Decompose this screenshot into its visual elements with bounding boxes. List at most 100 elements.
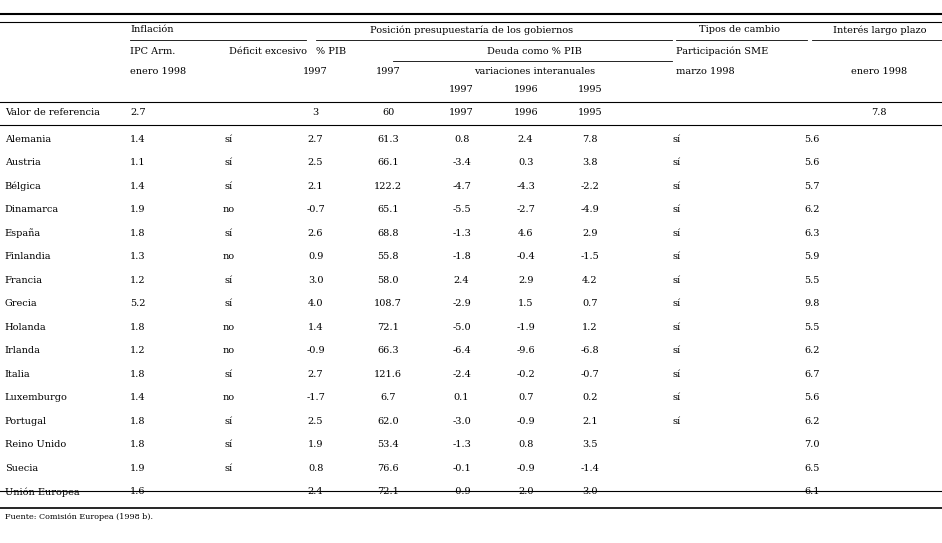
Text: Inflación: Inflación [130, 26, 173, 34]
Text: 53.4: 53.4 [377, 440, 399, 450]
Text: 2.6: 2.6 [308, 229, 323, 238]
Text: 1997: 1997 [303, 67, 328, 76]
Text: sí: sí [673, 346, 680, 355]
Text: Interés largo plazo: Interés largo plazo [833, 25, 926, 35]
Text: sí: sí [673, 417, 680, 426]
Text: 5.9: 5.9 [804, 252, 820, 261]
Text: 4.0: 4.0 [308, 299, 323, 308]
Text: 1.1: 1.1 [130, 158, 146, 167]
Text: sí: sí [673, 252, 680, 261]
Text: 1.4: 1.4 [308, 323, 323, 332]
Text: -0.7: -0.7 [306, 205, 325, 214]
Text: 6.1: 6.1 [804, 488, 820, 496]
Text: marzo 1998: marzo 1998 [676, 67, 735, 76]
Text: no: no [223, 393, 235, 402]
Text: 1.6: 1.6 [130, 488, 145, 496]
Text: 1995: 1995 [577, 108, 602, 117]
Text: sí: sí [225, 417, 233, 426]
Text: 5.2: 5.2 [130, 299, 145, 308]
Text: sí: sí [673, 299, 680, 308]
Text: Irlanda: Irlanda [5, 346, 41, 355]
Text: 2.5: 2.5 [308, 158, 323, 167]
Text: 2.1: 2.1 [582, 417, 597, 426]
Text: 2.7: 2.7 [308, 135, 323, 143]
Text: 2.4: 2.4 [454, 276, 469, 285]
Text: no: no [223, 252, 235, 261]
Text: 5.6: 5.6 [804, 393, 820, 402]
Text: no: no [223, 205, 235, 214]
Text: % PIB: % PIB [316, 47, 346, 56]
Text: -3.0: -3.0 [452, 417, 471, 426]
Text: 1996: 1996 [513, 108, 538, 117]
Text: -4.9: -4.9 [580, 205, 599, 214]
Text: -6.4: -6.4 [452, 346, 471, 355]
Text: IPC Arm.: IPC Arm. [130, 47, 175, 56]
Text: Italia: Italia [5, 370, 30, 379]
Text: no: no [223, 346, 235, 355]
Text: Posición presupuestaría de los gobiernos: Posición presupuestaría de los gobiernos [370, 25, 573, 35]
Text: sí: sí [673, 393, 680, 402]
Text: -2.9: -2.9 [452, 299, 471, 308]
Text: sí: sí [673, 229, 680, 238]
Text: -3.4: -3.4 [452, 158, 471, 167]
Text: -9.6: -9.6 [516, 346, 535, 355]
Text: -1.3: -1.3 [452, 440, 471, 450]
Text: 3.8: 3.8 [582, 158, 597, 167]
Text: -0.9: -0.9 [516, 417, 535, 426]
Text: -0.9: -0.9 [306, 346, 325, 355]
Text: 4.6: 4.6 [518, 229, 533, 238]
Text: -1.7: -1.7 [306, 393, 325, 402]
Text: 1.2: 1.2 [582, 323, 597, 332]
Text: 68.8: 68.8 [378, 229, 398, 238]
Text: 2.0: 2.0 [518, 488, 533, 496]
Text: -2.2: -2.2 [580, 181, 599, 191]
Text: 1.8: 1.8 [130, 370, 145, 379]
Text: Austria: Austria [5, 158, 41, 167]
Text: Portugal: Portugal [5, 417, 47, 426]
Text: 2.4: 2.4 [308, 488, 323, 496]
Text: Participación SME: Participación SME [676, 47, 769, 56]
Text: 2.9: 2.9 [518, 276, 533, 285]
Text: 0.1: 0.1 [454, 393, 469, 402]
Text: -0.7: -0.7 [580, 370, 599, 379]
Text: 66.1: 66.1 [378, 158, 398, 167]
Text: 1.2: 1.2 [130, 276, 146, 285]
Text: 1.8: 1.8 [130, 417, 145, 426]
Text: 55.8: 55.8 [378, 252, 398, 261]
Text: -1.3: -1.3 [452, 229, 471, 238]
Text: Bélgica: Bélgica [5, 181, 41, 191]
Text: 7.0: 7.0 [804, 440, 820, 450]
Text: 6.2: 6.2 [804, 417, 820, 426]
Text: 5.7: 5.7 [804, 181, 820, 191]
Text: 1996: 1996 [513, 85, 538, 94]
Text: -0.9: -0.9 [516, 464, 535, 473]
Text: -1.9: -1.9 [516, 323, 535, 332]
Text: sí: sí [225, 299, 233, 308]
Text: Valor de referencia: Valor de referencia [5, 108, 100, 117]
Text: sí: sí [673, 135, 680, 143]
Text: -0.1: -0.1 [452, 464, 471, 473]
Text: Alemania: Alemania [5, 135, 51, 143]
Text: 0.8: 0.8 [454, 135, 469, 143]
Text: 1.8: 1.8 [130, 323, 145, 332]
Text: 6.3: 6.3 [804, 229, 820, 238]
Text: sí: sí [225, 181, 233, 191]
Text: 1.9: 1.9 [130, 205, 145, 214]
Text: sí: sí [673, 370, 680, 379]
Text: 1.4: 1.4 [130, 135, 146, 143]
Text: 5.6: 5.6 [804, 135, 820, 143]
Text: 9.8: 9.8 [804, 299, 820, 308]
Text: -5.5: -5.5 [452, 205, 471, 214]
Text: 1995: 1995 [577, 85, 602, 94]
Text: 2.7: 2.7 [130, 108, 146, 117]
Text: 1.4: 1.4 [130, 393, 146, 402]
Text: Dinamarca: Dinamarca [5, 205, 58, 214]
Text: -0.4: -0.4 [516, 252, 535, 261]
Text: 1.8: 1.8 [130, 440, 145, 450]
Text: España: España [5, 228, 41, 238]
Text: 1.2: 1.2 [130, 346, 146, 355]
Text: Grecia: Grecia [5, 299, 38, 308]
Text: -1.4: -1.4 [580, 464, 599, 473]
Text: 0.8: 0.8 [518, 440, 533, 450]
Text: 3: 3 [313, 108, 318, 117]
